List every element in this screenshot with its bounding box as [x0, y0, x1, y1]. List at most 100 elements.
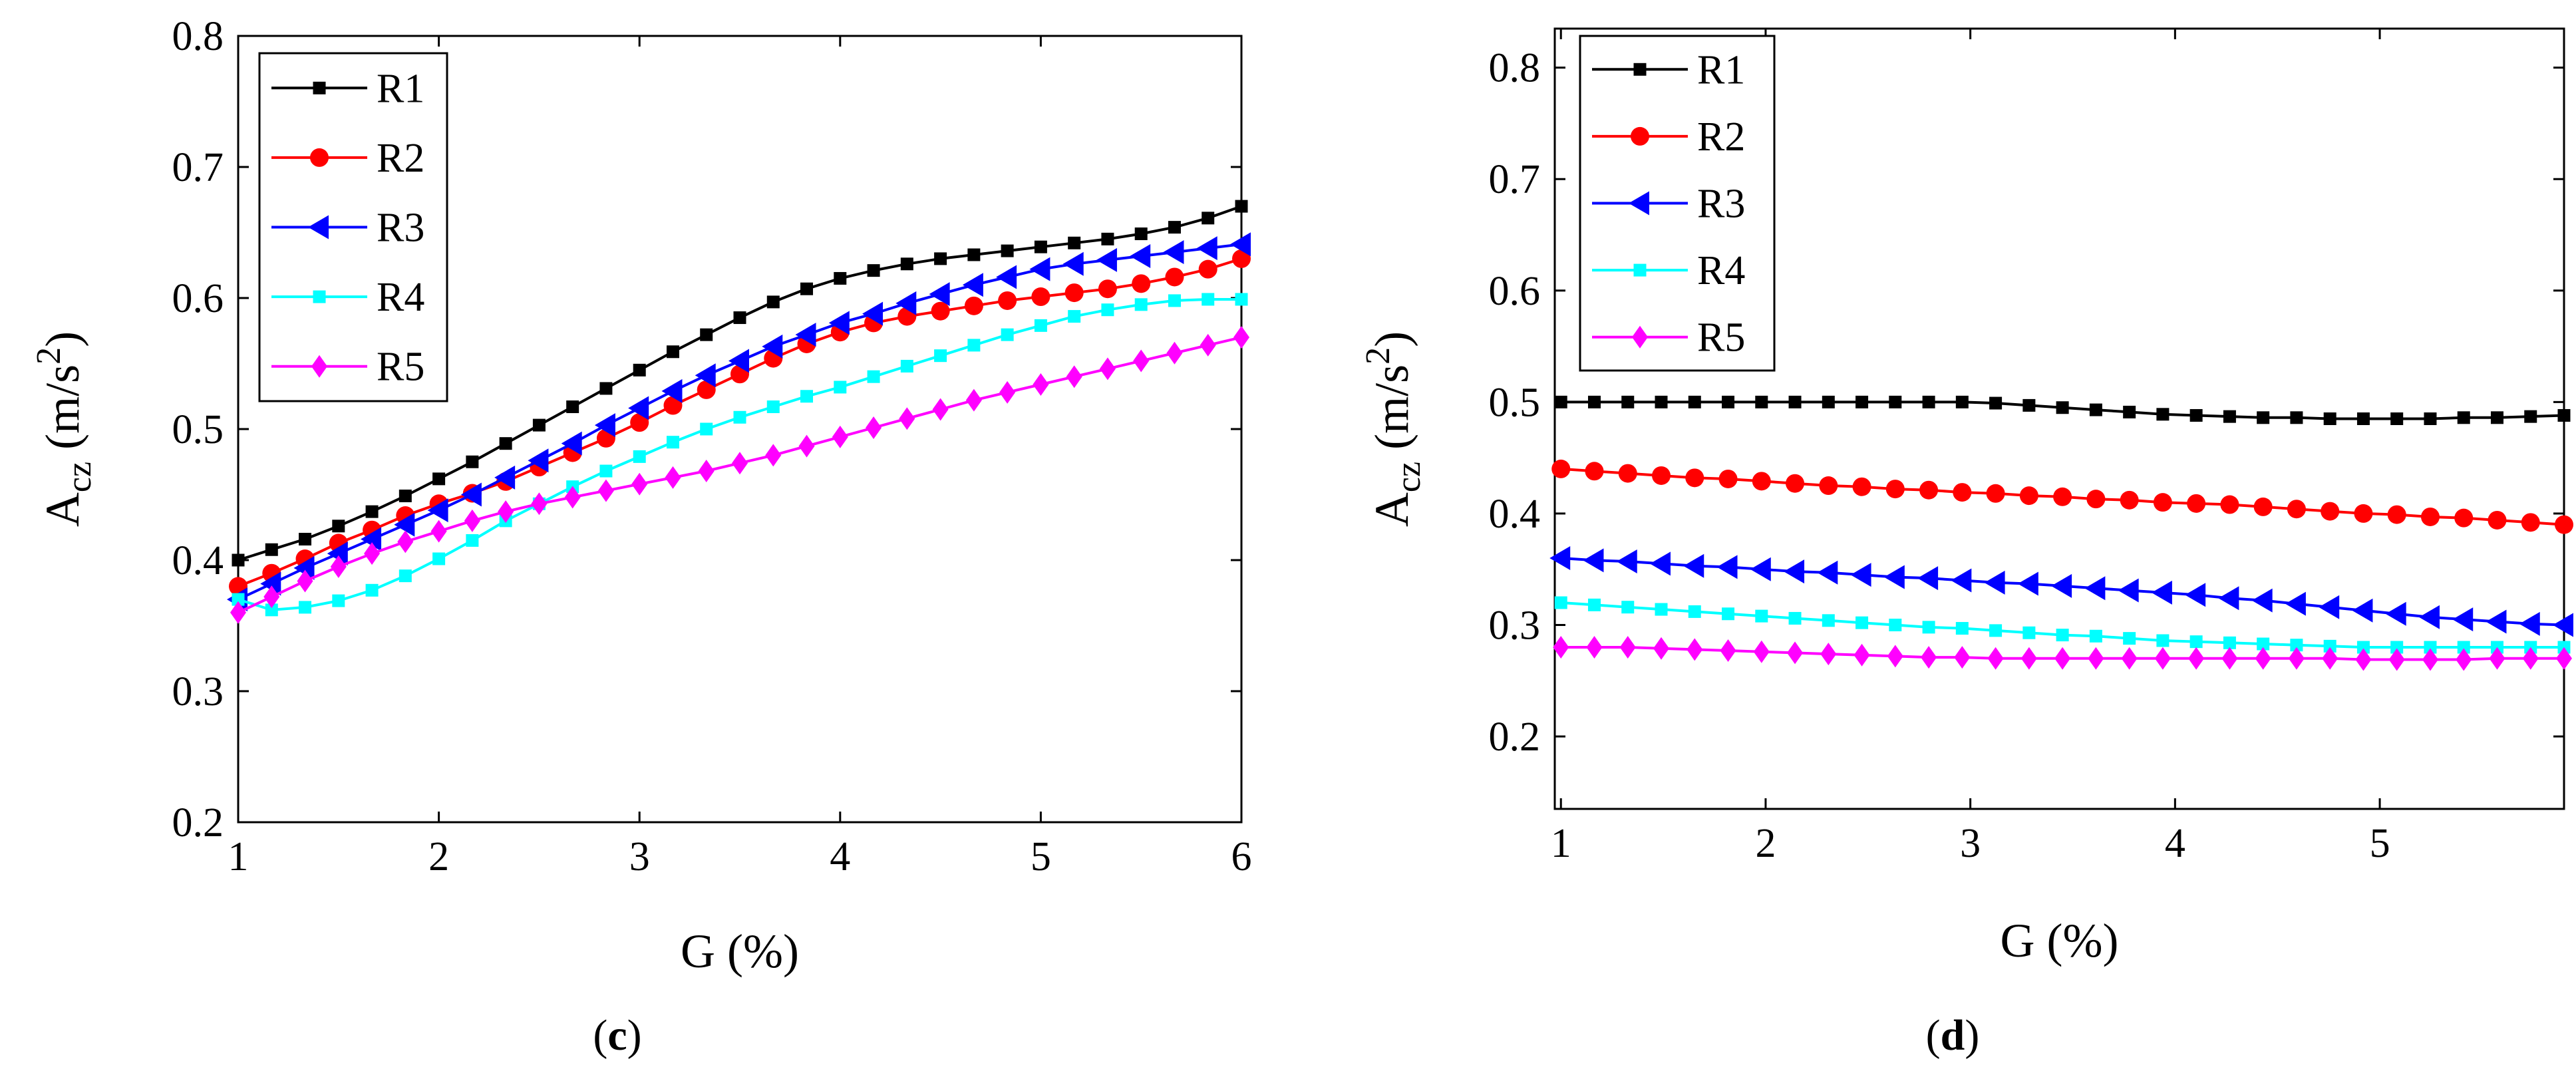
legend-label-r1: R1 [377, 66, 424, 111]
data-point-r1 [1722, 395, 1735, 408]
data-point-r2 [1064, 283, 1084, 303]
data-point-r2 [1885, 480, 1905, 499]
data-point-r4 [432, 552, 446, 565]
legend-marker-r4 [313, 290, 326, 303]
data-point-r2 [1618, 464, 1637, 483]
data-point-r5 [2489, 647, 2505, 670]
data-point-r2 [2287, 500, 2306, 519]
data-point-r2 [2220, 495, 2239, 514]
panel-label: (c) [593, 1011, 641, 1060]
panel-label-open: ( [593, 1011, 607, 1060]
data-point-r1 [2524, 410, 2537, 423]
data-point-r3 [1883, 565, 1905, 589]
data-point-r5 [2556, 647, 2572, 670]
data-point-r2 [1551, 459, 1571, 478]
data-point-r2 [2086, 490, 2106, 509]
data-point-r5 [430, 520, 447, 543]
data-point-r3 [1817, 560, 1838, 585]
data-point-r3 [260, 571, 281, 596]
data-point-r1 [666, 345, 679, 359]
data-point-r4 [1068, 310, 1081, 323]
data-point-r3 [494, 465, 516, 490]
data-point-r4 [934, 349, 947, 363]
data-point-r1 [766, 295, 780, 309]
x-tick-label: 6 [1231, 834, 1252, 879]
data-point-r3 [795, 323, 816, 347]
data-point-r1 [2189, 408, 2203, 422]
data-point-r2 [1819, 476, 1838, 496]
y-tick-label: 0.8 [1489, 46, 1541, 91]
data-point-r5 [1133, 349, 1150, 373]
data-point-r4 [299, 601, 312, 614]
data-point-r4 [700, 422, 713, 436]
data-point-r5 [397, 530, 414, 553]
data-point-r1 [265, 543, 278, 556]
data-point-r4 [1989, 624, 2003, 637]
data-point-r3 [2118, 578, 2139, 603]
data-point-r5 [1987, 647, 2004, 670]
data-point-r5 [464, 509, 480, 532]
data-point-r1 [2356, 412, 2370, 425]
data-point-r3 [1196, 236, 1217, 261]
data-point-r4 [1554, 596, 1567, 609]
data-point-r3 [394, 512, 415, 537]
data-point-r5 [230, 601, 246, 624]
data-point-r1 [2223, 410, 2236, 423]
data-point-r5 [2422, 648, 2438, 671]
data-point-r1 [2390, 412, 2404, 425]
data-point-r5 [832, 425, 848, 448]
legend-marker-r2 [310, 148, 329, 167]
data-point-r5 [330, 555, 347, 578]
y-tick-label: 0.6 [1489, 269, 1541, 314]
data-point-r3 [2553, 613, 2573, 637]
data-point-r3 [2352, 598, 2373, 623]
data-point-r2 [1986, 484, 2005, 503]
data-point-r2 [2053, 487, 2072, 506]
legend-marker-r5 [1632, 325, 1648, 349]
data-point-r3 [1062, 251, 1084, 276]
data-point-r1 [1621, 395, 1635, 408]
data-point-r1 [967, 248, 981, 261]
data-point-r5 [364, 542, 381, 565]
data-point-r2 [2521, 513, 2540, 532]
data-point-r1 [566, 400, 579, 414]
data-point-r4 [332, 594, 345, 607]
data-point-r2 [1132, 274, 1151, 293]
data-point-r1 [633, 363, 646, 377]
data-point-r3 [594, 413, 615, 438]
data-point-r3 [2319, 595, 2340, 619]
data-point-r1 [2123, 405, 2136, 418]
y-axis-label-close: ) [36, 331, 89, 347]
data-point-r4 [1202, 293, 1215, 306]
data-point-r2 [1198, 259, 1217, 279]
y-tick-label: 0.5 [1489, 380, 1541, 425]
data-point-r4 [2056, 629, 2069, 642]
data-point-r1 [232, 553, 245, 567]
data-point-r4 [1755, 609, 1768, 623]
data-point-r2 [1585, 462, 1604, 481]
data-point-r4 [867, 370, 880, 383]
data-point-r4 [1788, 611, 1802, 625]
chart-panel-c: 1 2 3 4 5 6 0.2 0.3 0.4 0.5 0.6 0.7 0.8 R1 R2 R3 R4 R5 G (… [30, 14, 1252, 1060]
data-point-r1 [1822, 395, 1835, 408]
data-point-r5 [1033, 373, 1049, 396]
panel-label: (d) [1926, 1011, 1980, 1060]
data-point-r4 [1922, 621, 1935, 634]
data-point-r1 [299, 532, 312, 545]
data-point-r5 [1553, 636, 1569, 659]
legend-marker-r3 [1629, 191, 1649, 216]
data-point-r2 [931, 301, 950, 321]
data-point-r4 [1587, 598, 1601, 611]
x-tick-label: 4 [2165, 821, 2185, 866]
data-point-r3 [327, 541, 348, 566]
data-point-r3 [361, 527, 382, 551]
y-tick-label: 0.3 [1489, 603, 1541, 649]
data-point-r2 [1232, 249, 1251, 268]
data-point-r5 [999, 381, 1016, 404]
data-point-r1 [399, 489, 412, 502]
data-point-r2 [1098, 279, 1117, 299]
data-point-r3 [1130, 243, 1151, 268]
data-point-r4 [2424, 641, 2437, 654]
data-point-r5 [1653, 637, 1670, 660]
data-point-r1 [1989, 396, 2003, 410]
